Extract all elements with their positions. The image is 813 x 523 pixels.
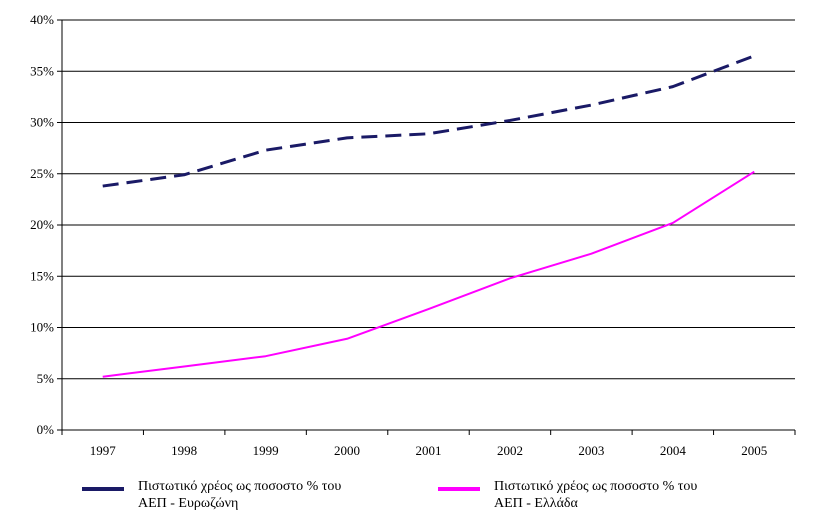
legend-label-greece: Πιστωτικό χρέος ως ποσοστο % του ΑΕΠ - Ε… [494, 479, 698, 511]
y-axis-ticks: 0% 5% 10% 15% 20% 25% 30% 35% 40% [30, 12, 62, 437]
x-tick-label: 1999 [253, 443, 279, 458]
legend-swatch-greece [438, 487, 480, 491]
x-tick-label: 2004 [660, 443, 687, 458]
legend-item-eurozone: Πιστωτικό χρέος ως ποσοστο % του ΑΕΠ - Ε… [82, 478, 341, 512]
x-tick-label: 1998 [171, 443, 197, 458]
x-tick-label: 2003 [578, 443, 604, 458]
x-tick-label: 2000 [334, 443, 360, 458]
series-line-eurozone [102, 54, 755, 188]
x-tick-label: 1997 [90, 443, 117, 458]
y-tick-label: 20% [30, 217, 54, 232]
y-tick-label: 15% [30, 268, 54, 283]
x-tick-label: 2002 [497, 443, 523, 458]
gridlines [62, 19, 795, 380]
y-tick-label: 35% [30, 63, 54, 78]
y-tick-label: 0% [37, 422, 55, 437]
legend-label-eurozone: Πιστωτικό χρέος ως ποσοστο % του ΑΕΠ - Ε… [138, 479, 342, 511]
y-tick-label: 30% [30, 115, 54, 130]
y-tick-label: 25% [30, 166, 54, 181]
legend-swatch-eurozone [82, 487, 124, 491]
y-tick-label: 40% [30, 12, 54, 27]
series-line-greece [102, 170, 755, 378]
series-lines [102, 54, 755, 378]
x-tick-label: 2001 [416, 443, 442, 458]
legend-item-greece: Πιστωτικό χρέος ως ποσοστο % του ΑΕΠ - Ε… [438, 478, 697, 512]
y-tick-label: 10% [30, 320, 54, 335]
x-axis-ticks: 1997 1998 1999 2000 2001 2002 2003 2004 2005 [61, 430, 796, 458]
y-tick-label: 5% [37, 371, 55, 386]
x-tick-label: 2005 [741, 443, 767, 458]
